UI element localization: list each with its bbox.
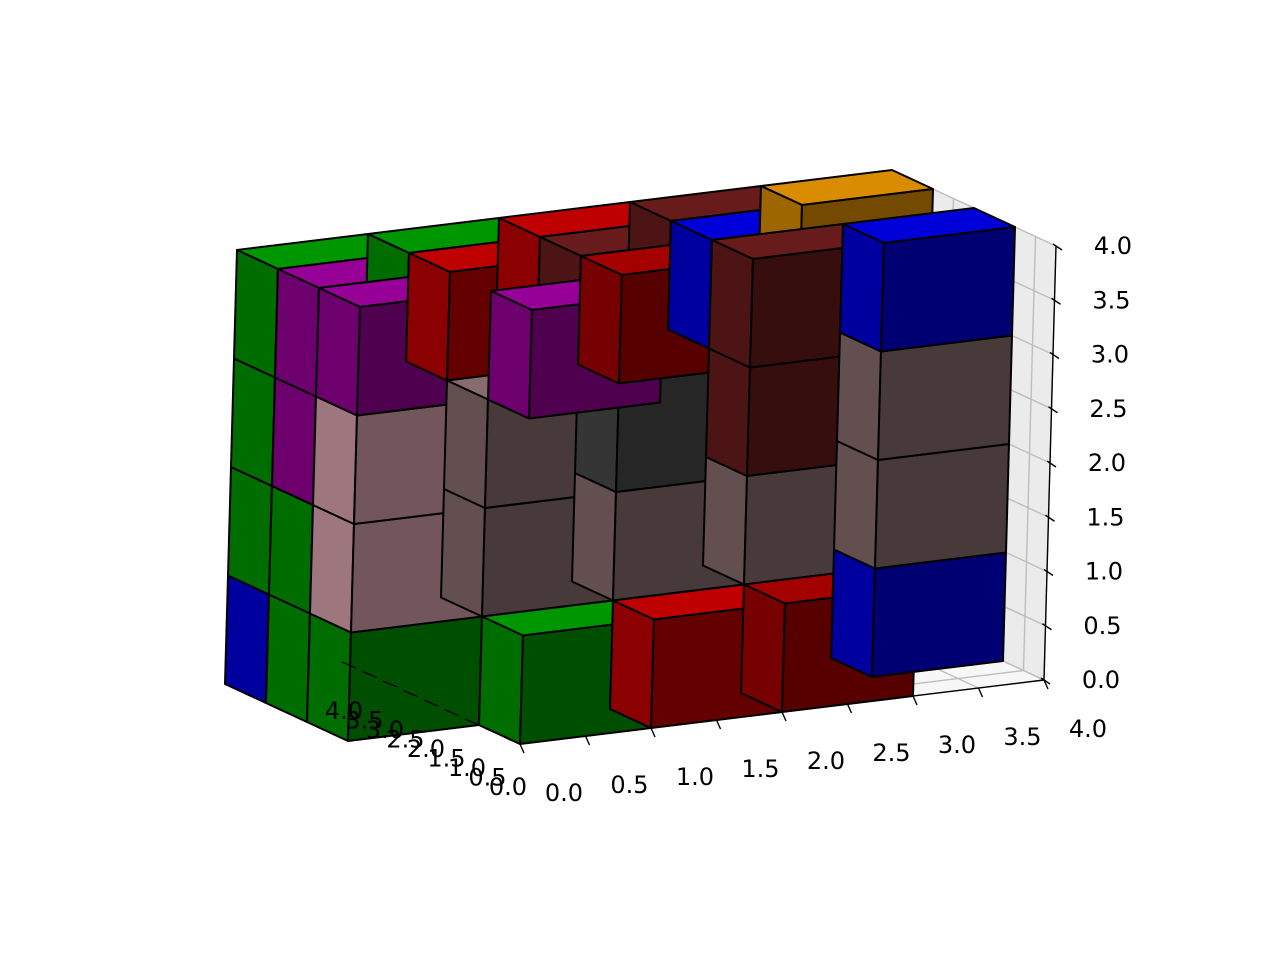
x-tick-label: 0.5 (610, 771, 648, 799)
voxel-left-face (315, 287, 361, 417)
tick-mark (464, 718, 480, 726)
tick-mark (519, 743, 525, 754)
tick-mark (1052, 243, 1063, 251)
tick-mark (650, 727, 656, 738)
voxel-left-face (405, 252, 451, 382)
x-tick-label: 4.0 (1069, 715, 1107, 743)
tick-mark (382, 680, 398, 688)
tick-mark (362, 670, 377, 679)
x-tick-label: 0.0 (545, 779, 583, 807)
voxel-left-face (708, 239, 754, 369)
y-tick-label: 0.5 (468, 764, 506, 792)
voxel-left-face (571, 472, 617, 602)
voxel-left-face (224, 574, 270, 704)
z-tick-label: 3.5 (1092, 286, 1130, 314)
y-tick-label: 4.0 (325, 697, 363, 725)
y-tick-label: 1.0 (448, 754, 486, 782)
z-tick-label: 3.0 (1091, 341, 1129, 369)
tick-mark (341, 661, 357, 669)
tick-mark (1045, 514, 1055, 522)
y-tick-label: 2.0 (407, 735, 445, 763)
voxel-front-face (871, 551, 1007, 678)
tick-mark (1046, 460, 1057, 468)
voxel-left-face (274, 268, 320, 398)
tick-mark (1043, 679, 1049, 690)
voxel-left-face (233, 249, 279, 379)
x-tick-label: 3.5 (1003, 723, 1041, 751)
voxel-left-face (478, 615, 524, 745)
tick-mark (1048, 406, 1058, 414)
voxel-left-face (271, 376, 317, 506)
tick-mark (423, 699, 439, 707)
voxel-left-face (268, 485, 314, 615)
y-tick-label: 1.5 (427, 745, 465, 773)
z-tick-label: 1.5 (1086, 503, 1124, 531)
voxel-left-face (230, 357, 276, 487)
voxel-left-face (833, 440, 879, 570)
z-tick-label: 4.0 (1094, 232, 1132, 260)
voxel-left-face (265, 593, 311, 723)
tick-mark (1051, 297, 1061, 305)
voxel-left-face (740, 583, 786, 713)
x-tick-label: 2.5 (872, 739, 910, 767)
tick-mark (1042, 623, 1052, 631)
voxel-left-face (836, 331, 882, 461)
tick-mark (715, 719, 722, 730)
voxel-front-face (877, 334, 1013, 461)
tick-mark (1040, 677, 1051, 685)
z-tick-label: 1.0 (1085, 558, 1123, 586)
voxel-front-face (880, 226, 1016, 353)
voxel-faces (224, 169, 1016, 745)
x-tick-label: 1.5 (741, 755, 779, 783)
y-tick-label: 2.5 (386, 726, 424, 754)
tick-mark (485, 727, 500, 736)
tick-mark (444, 708, 459, 717)
tick-mark (505, 737, 521, 745)
voxel-left-face (577, 255, 623, 385)
voxel-left-face (312, 395, 358, 525)
tick-mark (846, 703, 853, 714)
z-tick-label: 0.5 (1083, 612, 1121, 640)
z-tick-label: 0.0 (1082, 666, 1120, 694)
x-tick-label: 2.0 (807, 747, 845, 775)
voxel-left-face (227, 466, 273, 596)
voxel-left-face (667, 220, 713, 350)
voxel-left-face (440, 488, 486, 618)
axes-ticks: 0.0 0.5 1.0 1.5 2.0 2.5 3.0 3.5 4.00.00.51.01.52… (325, 232, 1132, 807)
voxel-left-face (839, 223, 885, 353)
voxel-front-face (874, 443, 1010, 570)
y-tick-label: 3.5 (345, 707, 383, 735)
tick-mark (1049, 351, 1060, 360)
voxel-left-face (309, 504, 355, 634)
tick-mark (781, 711, 787, 722)
voxel-left-face (702, 456, 748, 586)
tick-mark (403, 689, 418, 698)
y-tick-label: 0.0 (489, 773, 527, 801)
voxel-left-face (609, 599, 655, 729)
x-tick-label: 1.0 (676, 763, 714, 791)
tick-mark (584, 735, 591, 746)
x-tick-label: 3.0 (938, 731, 976, 759)
tick-mark (1043, 568, 1054, 577)
voxel-blue (839, 207, 1016, 353)
tick-mark (912, 695, 918, 706)
voxel-left-face (705, 347, 751, 477)
voxel-left-face (487, 290, 533, 420)
voxel-left-face (830, 548, 876, 678)
z-tick-label: 2.0 (1088, 449, 1126, 477)
tick-mark (977, 687, 984, 698)
y-tick-label: 3.0 (366, 716, 404, 744)
z-tick-label: 2.5 (1089, 395, 1127, 423)
voxel-left-face (443, 379, 489, 509)
